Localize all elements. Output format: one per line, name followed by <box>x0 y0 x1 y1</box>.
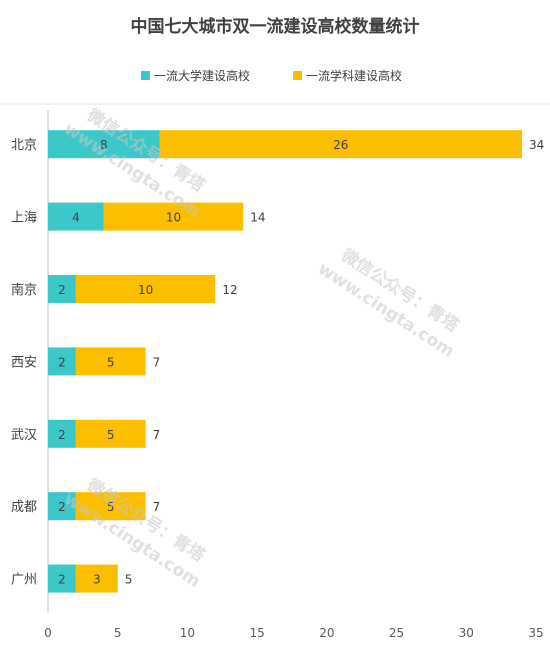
bar-segment-discipline <box>75 419 146 448</box>
x-tick-label: 10 <box>180 626 195 640</box>
bar-total-label: 34 <box>529 138 544 152</box>
bar-value-label: 4 <box>72 211 80 225</box>
bar-total-label: 12 <box>222 283 237 297</box>
bar-segment-discipline <box>75 275 216 303</box>
category-label: 西安 <box>11 355 37 370</box>
bar-segment-discipline <box>75 492 146 521</box>
bar-value-label: 8 <box>100 138 108 152</box>
bar-value-label: 2 <box>58 283 66 297</box>
x-tick-label: 15 <box>250 626 265 640</box>
bar-segment-discipline <box>103 202 244 231</box>
legend-swatch-2 <box>293 71 302 80</box>
bar-total-label: 7 <box>153 355 161 369</box>
bar-segment-university <box>48 347 76 376</box>
bar-total-label: 7 <box>153 428 161 442</box>
x-tick-label: 30 <box>459 626 474 640</box>
x-tick-label: 5 <box>114 626 122 640</box>
bar-value-label: 2 <box>58 355 66 369</box>
bar-value-label: 3 <box>93 573 101 587</box>
legend-swatch-1 <box>141 71 150 80</box>
bar-segment-discipline <box>75 347 146 376</box>
bar-value-label: 2 <box>58 500 66 514</box>
bar-segment-university <box>48 419 76 448</box>
bar-segment-discipline <box>75 564 118 593</box>
bar-segment-university <box>48 130 160 159</box>
chart-title: 中国七大城市双一流建设高校数量统计 <box>131 16 420 37</box>
bar-value-label: 5 <box>107 428 115 442</box>
bar-value-label: 2 <box>58 573 66 587</box>
bar-segment-discipline <box>159 130 523 159</box>
bar-value-label: 26 <box>333 138 348 152</box>
legend-label-1: 一流大学建设高校 <box>154 68 250 83</box>
x-axis-ticks: 0 5 10 15 20 25 30 35 <box>44 626 543 640</box>
bar-total-label: 14 <box>250 211 265 225</box>
bar-total-label: 5 <box>125 573 133 587</box>
bar-value-label: 10 <box>138 283 153 297</box>
category-label: 武汉 <box>11 428 37 443</box>
bar-segment-university <box>48 564 76 593</box>
x-tick-label: 0 <box>44 626 52 640</box>
bar-value-label: 5 <box>107 500 115 514</box>
category-label: 广州 <box>11 573 37 588</box>
bar-total-label: 7 <box>153 500 161 514</box>
category-label: 南京 <box>11 282 37 298</box>
bar-value-label: 2 <box>58 428 66 442</box>
bar-value-label: 10 <box>166 211 181 225</box>
category-label: 成都 <box>11 500 37 515</box>
x-tick-label: 25 <box>389 626 404 640</box>
bar-segment-university <box>48 492 76 521</box>
bar-segment-university <box>48 202 104 231</box>
x-tick-label: 20 <box>319 626 334 640</box>
bars: 8 26 34 4 10 14 2 10 12 2 5 7 2 5 7 2 5 7 2 3 5 <box>48 130 544 593</box>
category-label: 上海 <box>11 211 37 226</box>
category-label: 北京 <box>11 138 37 153</box>
legend: 一流大学建设高校 一流学科建设高校 <box>141 68 402 83</box>
x-tick-label: 35 <box>528 626 543 640</box>
bar-value-label: 5 <box>107 355 115 369</box>
bar-segment-university <box>48 275 76 303</box>
legend-label-2: 一流学科建设高校 <box>306 68 402 83</box>
